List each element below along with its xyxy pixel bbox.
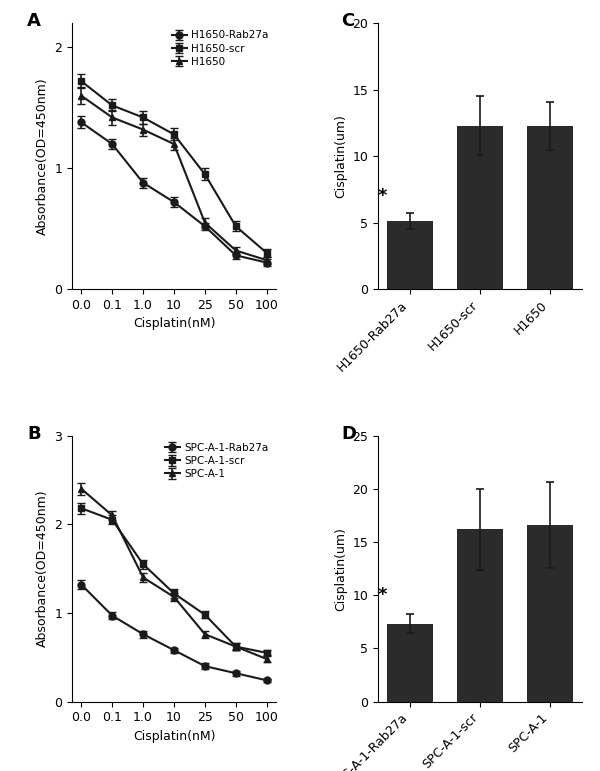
Y-axis label: Cisplatin(um): Cisplatin(um) — [334, 527, 347, 611]
Bar — [457, 126, 503, 289]
Text: A: A — [27, 12, 41, 31]
Y-axis label: Absorbance(OD=450nm): Absorbance(OD=450nm) — [36, 77, 49, 235]
Y-axis label: Absorbance(OD=450nm): Absorbance(OD=450nm) — [36, 490, 49, 648]
Bar — [387, 221, 433, 289]
Text: D: D — [341, 425, 356, 443]
Legend: H1650-Rab27a, H1650-scr, H1650: H1650-Rab27a, H1650-scr, H1650 — [169, 29, 271, 69]
Y-axis label: Cisplatin(um): Cisplatin(um) — [334, 114, 347, 198]
Text: B: B — [27, 425, 41, 443]
Legend: SPC-A-1-Rab27a, SPC-A-1-scr, SPC-A-1: SPC-A-1-Rab27a, SPC-A-1-scr, SPC-A-1 — [163, 441, 271, 481]
Text: C: C — [341, 12, 355, 31]
Text: *: * — [377, 586, 387, 604]
X-axis label: Cisplatin(nM): Cisplatin(nM) — [133, 730, 215, 743]
Bar — [387, 624, 433, 702]
Text: *: * — [377, 187, 387, 205]
Bar — [527, 525, 573, 702]
X-axis label: Cisplatin(nM): Cisplatin(nM) — [133, 318, 215, 331]
Bar — [527, 126, 573, 289]
Bar — [457, 529, 503, 702]
